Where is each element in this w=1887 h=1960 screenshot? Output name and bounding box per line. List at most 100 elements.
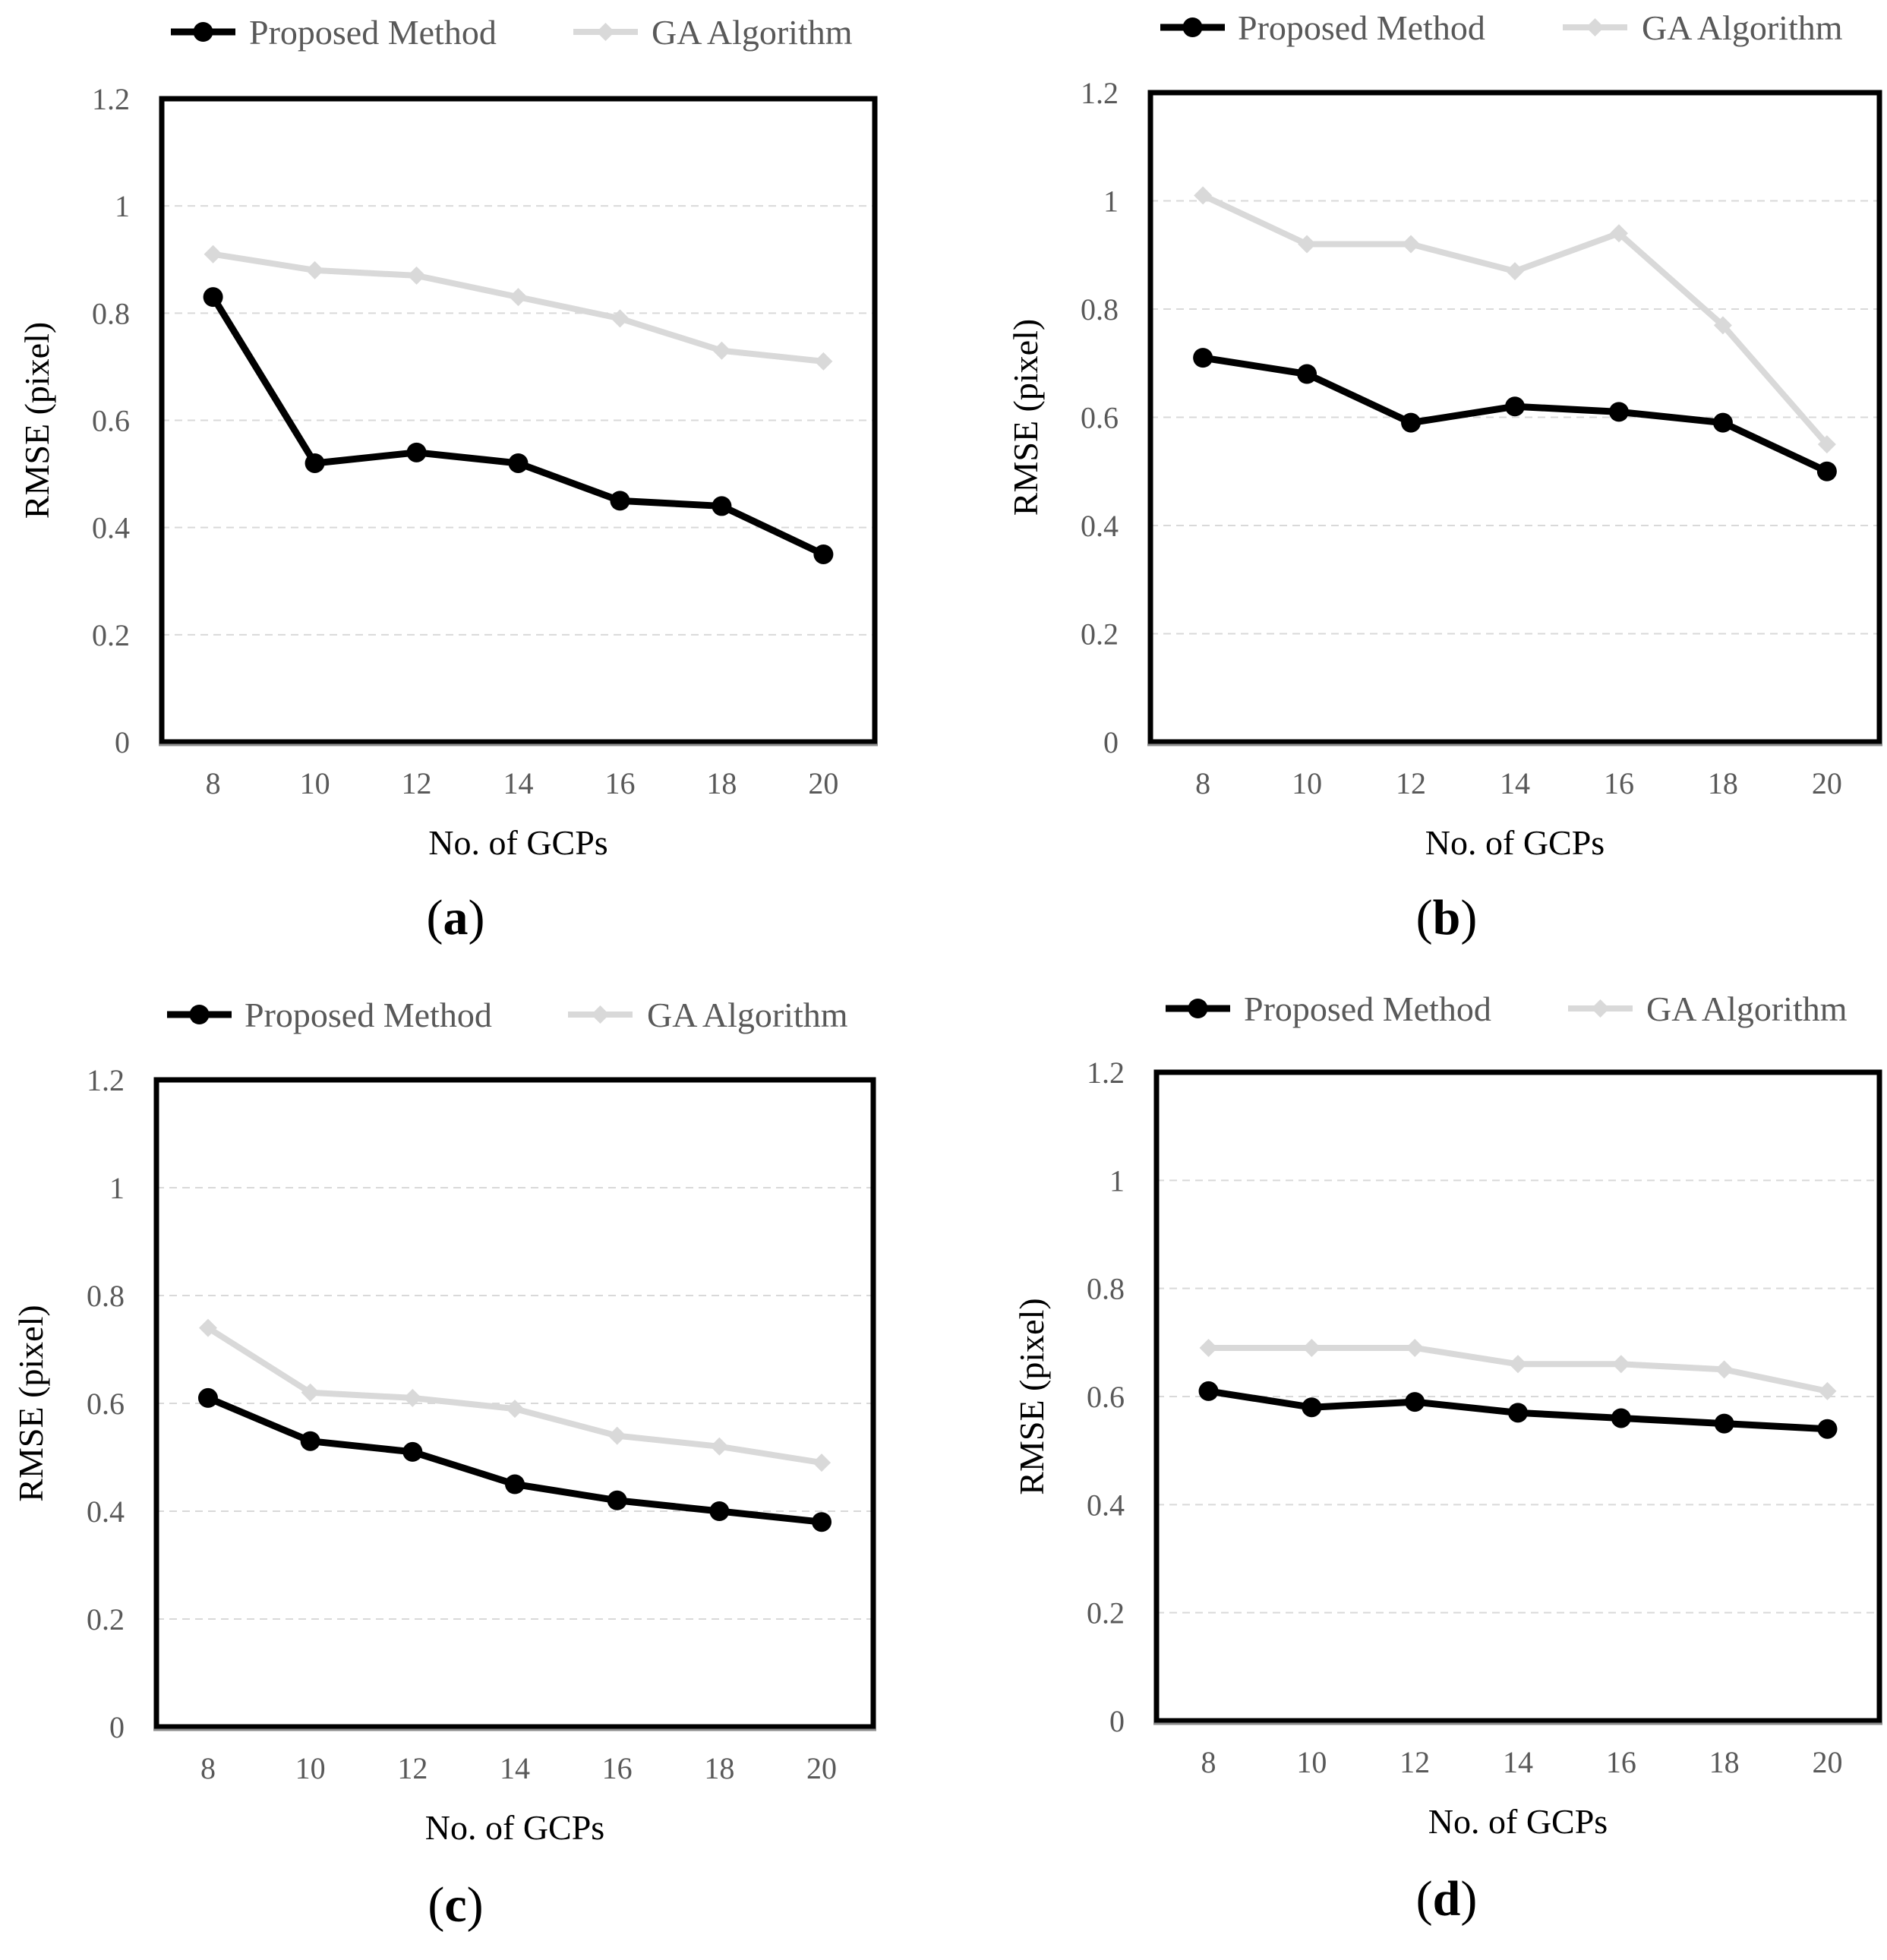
x-tick-label: 12 (1396, 766, 1426, 800)
data-point (1297, 364, 1317, 384)
chart-panel-a: 0 0.2 0.4 0.6 0.8 1 1.2 8 10 12 14 16 18 20 No. of GCP… (17, 13, 878, 945)
data-point (607, 1490, 627, 1510)
panel-label: (a) (427, 890, 485, 945)
x-tick-label: 8 (200, 1751, 216, 1785)
legend-marker-proposed (193, 22, 213, 42)
data-point (1505, 396, 1525, 417)
y-tick-label: 1.2 (1087, 1056, 1125, 1090)
data-point (1818, 1381, 1837, 1400)
data-point (300, 1431, 320, 1451)
data-point (1508, 1403, 1528, 1423)
y-tick-label: 0.8 (1087, 1272, 1125, 1306)
series-ga-algorithm (1199, 1338, 1837, 1400)
data-point (712, 341, 731, 360)
legend-label-proposed: Proposed Method (245, 996, 492, 1034)
data-point (1509, 1355, 1527, 1374)
y-tick-label: 0.6 (92, 404, 130, 438)
data-point (1712, 412, 1733, 433)
data-point (402, 1441, 423, 1462)
x-tick-label: 20 (1812, 1745, 1842, 1779)
plot-area-border (159, 96, 878, 745)
data-point (407, 266, 426, 285)
panel-label-close-paren: ) (467, 1877, 484, 1933)
x-tick-label: 12 (402, 766, 432, 800)
series-proposed-method (197, 1387, 832, 1532)
data-point (814, 352, 833, 371)
data-point (204, 245, 222, 264)
legend-label-ga: GA Algorithm (652, 13, 853, 52)
x-tick-label: 12 (1399, 1745, 1430, 1779)
legend-marker-ga (1591, 999, 1610, 1018)
x-tick-label: 18 (706, 766, 737, 800)
y-tick-label: 1 (1109, 1163, 1125, 1198)
x-tick-label: 10 (1296, 1745, 1327, 1779)
data-point (301, 1383, 320, 1402)
data-point (406, 442, 427, 462)
y-axis-title: RMSE (pixel) (1012, 1298, 1051, 1494)
legend-marker-ga (596, 23, 615, 41)
data-point (1713, 316, 1732, 335)
x-tick-label: 14 (500, 1751, 530, 1785)
y-tick-label: 1 (109, 1171, 125, 1205)
data-point (813, 1453, 831, 1472)
chart-panel-d: 0 0.2 0.4 0.6 0.8 1 1.2 8 10 12 14 16 18 20 No. of GCP… (1012, 989, 1882, 1927)
legend: Proposed Method GA Algorithm (1160, 8, 1843, 47)
series-ga-algorithm (198, 1318, 831, 1472)
data-point (1817, 1419, 1838, 1439)
data-point (1611, 1355, 1630, 1374)
panel-label-open-paren: ( (428, 1877, 444, 1933)
panel-label-close-paren: ) (1460, 890, 1477, 945)
data-point (1198, 1381, 1219, 1401)
legend-label-proposed: Proposed Method (1244, 989, 1491, 1028)
x-axis-title: No. of GCPs (1425, 823, 1605, 862)
y-tick-label: 0.2 (1087, 1596, 1125, 1630)
x-axis-title: No. of GCPs (425, 1808, 604, 1847)
data-point (611, 309, 630, 328)
y-tick-label: 0.2 (92, 618, 130, 652)
data-point (403, 1388, 422, 1407)
data-point (1715, 1360, 1734, 1379)
data-point (1816, 461, 1837, 481)
data-point (1194, 186, 1213, 205)
x-tick-label: 18 (704, 1751, 734, 1785)
data-point (1405, 1392, 1425, 1412)
data-point (1302, 1338, 1321, 1357)
panel-label-letter: a (443, 890, 469, 945)
x-tick-label: 20 (1812, 766, 1842, 800)
y-tick-label: 0.2 (87, 1602, 125, 1636)
y-tick-label: 0.4 (1081, 509, 1119, 543)
data-point (813, 544, 834, 564)
data-point (203, 287, 223, 308)
legend-label-proposed: Proposed Method (249, 13, 497, 52)
panel-label-open-paren: ( (1416, 890, 1433, 945)
x-tick-label: 18 (1708, 766, 1738, 800)
legend-label-ga: GA Algorithm (1642, 8, 1843, 47)
panel-label-close-paren: ) (1460, 1871, 1477, 1927)
x-axis-title: No. of GCPs (428, 823, 607, 862)
y-tick-label: 0.4 (87, 1494, 125, 1529)
plot-area-border (153, 1077, 876, 1730)
series-proposed-method (1198, 1381, 1838, 1439)
data-point (1506, 262, 1524, 281)
panel-label: (b) (1416, 890, 1478, 945)
data-point (305, 453, 325, 473)
data-point (709, 1501, 730, 1521)
legend-marker-proposed (1182, 17, 1203, 37)
legend-label-ga: GA Algorithm (647, 996, 848, 1034)
data-point (1199, 1338, 1218, 1357)
chart-panel-c: 0 0.2 0.4 0.6 0.8 1 1.2 8 10 12 14 16 18 20 No. of GCP… (11, 996, 876, 1933)
y-tick-label: 0.6 (1087, 1380, 1125, 1414)
x-tick-label: 14 (1503, 1745, 1533, 1779)
data-point (1817, 435, 1836, 454)
x-tick-label: 16 (602, 1751, 633, 1785)
y-tick-label: 0.6 (87, 1387, 125, 1421)
plot-area-border (1153, 1069, 1882, 1724)
legend: Proposed Method GA Algorithm (167, 996, 848, 1034)
data-point (198, 1318, 217, 1337)
y-tick-label: 0.4 (1087, 1488, 1125, 1522)
y-tick-label: 1.2 (87, 1063, 125, 1097)
legend-marker-proposed (189, 1005, 210, 1024)
x-tick-label: 20 (808, 766, 838, 800)
legend-label-proposed: Proposed Method (1238, 8, 1485, 47)
data-point (1609, 224, 1628, 243)
